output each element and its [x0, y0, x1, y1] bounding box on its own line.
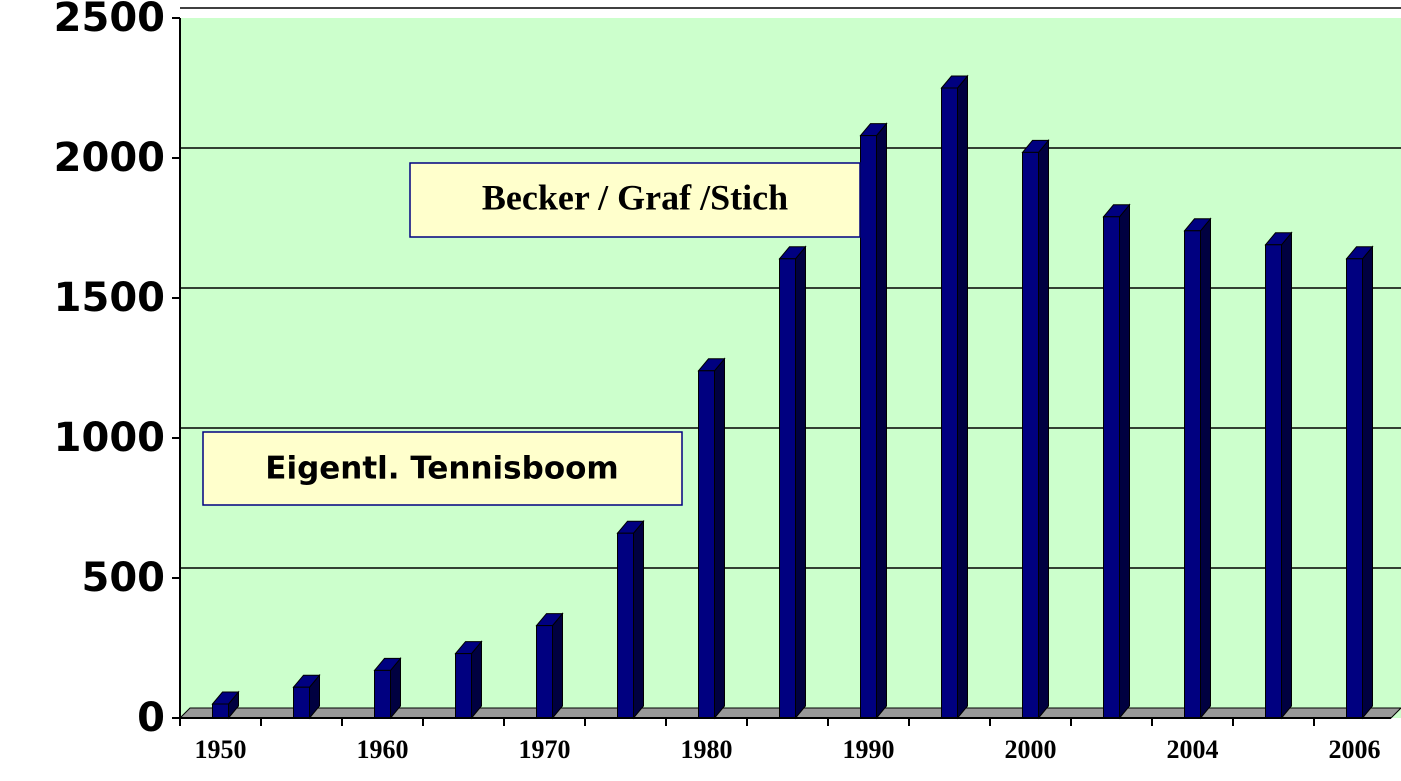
bar-side — [1281, 231, 1292, 720]
bar — [698, 370, 715, 719]
x-tick-label: 1960 — [357, 735, 409, 764]
y-tick-label: 1500 — [54, 275, 165, 321]
bar-side — [957, 74, 968, 720]
bar — [1022, 151, 1039, 719]
bar — [779, 258, 796, 719]
bar-side — [1362, 245, 1373, 720]
bar — [1184, 230, 1201, 719]
bar-side — [714, 357, 725, 720]
bar-side — [1119, 203, 1130, 720]
y-tick-label: 1000 — [54, 415, 165, 461]
x-tick-label: 1980 — [681, 735, 733, 764]
bar-side — [471, 640, 482, 720]
bar — [293, 686, 310, 719]
annotation: Becker / Graf /Stich — [482, 177, 788, 217]
y-tick-label: 0 — [137, 695, 165, 741]
x-tick-label: 1950 — [195, 735, 247, 764]
bar — [1103, 216, 1120, 719]
y-tick-label: 500 — [82, 555, 166, 601]
bar-side — [876, 122, 887, 720]
bar-side — [795, 245, 806, 720]
bar — [212, 703, 229, 719]
annotation-box — [202, 431, 683, 506]
annotation-box — [409, 162, 861, 238]
bar — [1265, 244, 1282, 719]
bar-side — [1200, 217, 1211, 720]
bar — [860, 135, 877, 719]
bar-side — [633, 519, 644, 720]
bar — [455, 653, 472, 719]
x-tick-label: 1970 — [519, 735, 571, 764]
bar — [1346, 258, 1363, 719]
y-tick-label: 2500 — [54, 0, 165, 41]
bar-side — [1038, 139, 1049, 720]
x-tick-label: 2000 — [1005, 735, 1057, 764]
x-tick-label: 2004 — [1167, 735, 1219, 764]
bar — [941, 87, 958, 719]
x-tick-label: 2006 — [1329, 735, 1381, 764]
bar-side — [552, 612, 563, 720]
bar — [617, 532, 634, 719]
annotation: Eigentl. Tennisboom — [265, 451, 618, 487]
y-tick-label: 2000 — [54, 135, 165, 181]
bar — [374, 669, 391, 719]
bar — [536, 625, 553, 719]
x-tick-label: 1990 — [843, 735, 895, 764]
